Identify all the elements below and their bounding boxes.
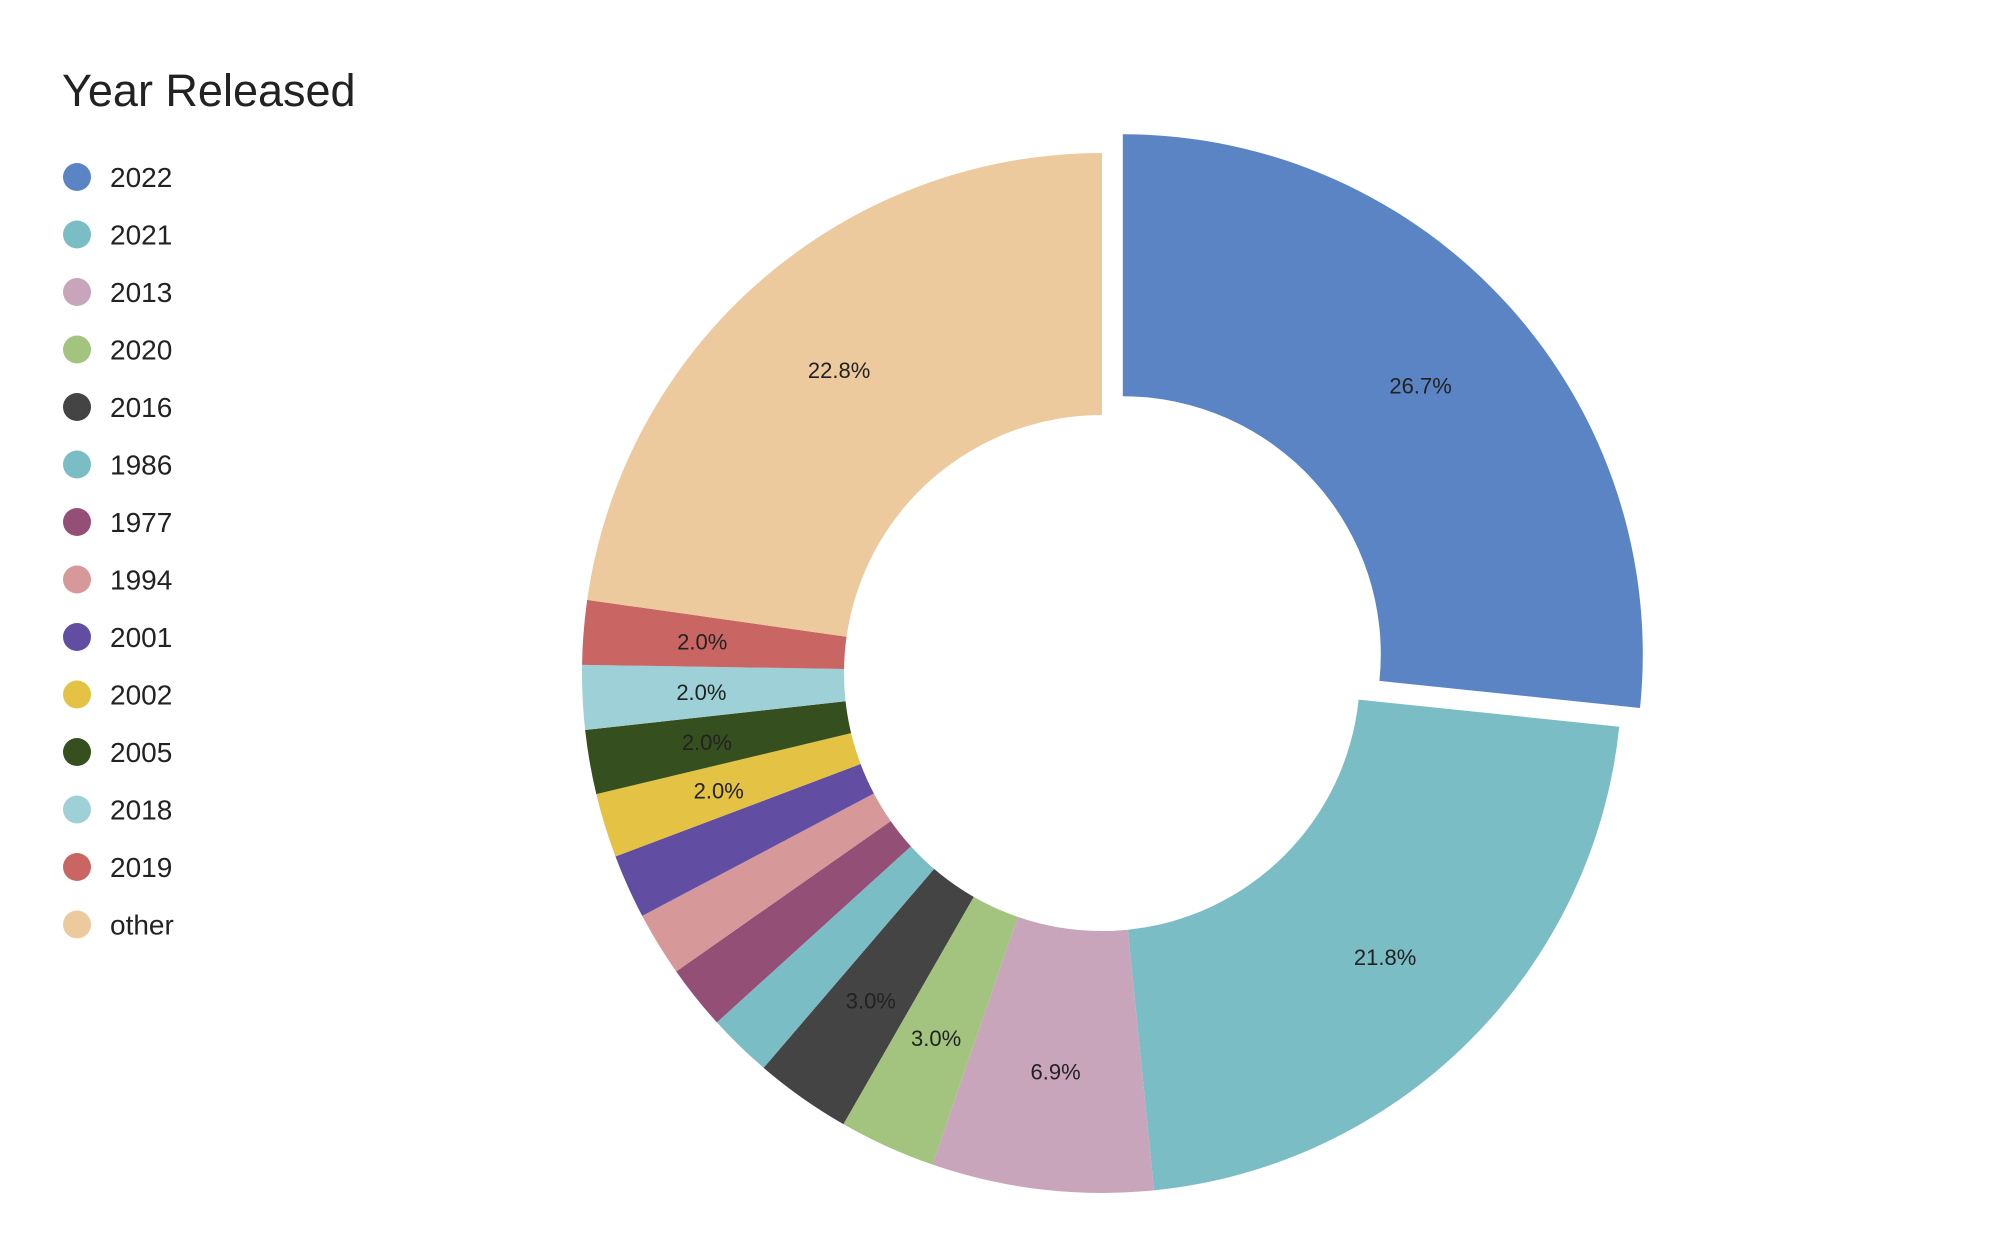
legend-swatch-1986: [63, 450, 91, 479]
slice-label-2019: 2.0%: [677, 630, 727, 655]
legend-swatch-1977: [63, 508, 91, 536]
slice-2018: [581, 664, 846, 730]
slice-label-2016: 3.0%: [846, 989, 896, 1014]
legend-swatch-2002: [63, 680, 91, 709]
slice-2016: [763, 868, 974, 1125]
legend-swatch-other: [63, 910, 91, 939]
legend-label-1994: 1994: [110, 565, 172, 596]
legend-label-2001: 2001: [110, 622, 172, 653]
slice-label-2018: 2.0%: [676, 680, 726, 705]
legend-label-2018: 2018: [110, 795, 172, 826]
slice-label-other: 22.8%: [808, 358, 870, 383]
legend-swatch-1994: [63, 565, 91, 594]
slice-2022: [1122, 134, 1643, 708]
legend-swatch-2001: [63, 623, 91, 651]
legend-title: Year Released: [62, 65, 356, 116]
slice-other: [587, 153, 1102, 637]
slice-2021: [1127, 699, 1620, 1191]
legend-label-1986: 1986: [110, 450, 172, 481]
legend-swatch-2018: [63, 795, 91, 824]
legend-label-2020: 2020: [110, 335, 172, 366]
legend-label-2019: 2019: [110, 852, 172, 883]
slice-2019: [582, 599, 847, 669]
legend-swatch-2020: [63, 335, 91, 364]
slice-label-2005: 2.0%: [682, 730, 732, 755]
slice-label-2022: 26.7%: [1389, 374, 1451, 399]
slice-2013: [932, 916, 1155, 1193]
legend-label-2002: 2002: [110, 680, 172, 711]
legend-swatch-2013: [63, 278, 91, 306]
legend-label-2022: 2022: [110, 162, 172, 193]
slice-labels: 26.7% 21.8% 6.9% 3.0% 3.0% 2.0% 2.0% 2.0% 2.0% 22…: [676, 358, 1451, 1084]
slice-label-2020: 3.0%: [911, 1026, 961, 1051]
slice-1986: [716, 846, 935, 1068]
legend-swatch-2005: [63, 738, 91, 766]
legend-label-1977: 1977: [110, 507, 172, 538]
slice-2020: [843, 896, 1018, 1165]
legend-swatch-2021: [63, 220, 91, 249]
legend-label-other: other: [110, 910, 174, 941]
legend-swatch-2022: [63, 163, 91, 191]
slice-label-2013: 6.9%: [1031, 1059, 1081, 1084]
legend-swatch-2016: [63, 393, 91, 421]
legend-label-2016: 2016: [110, 392, 172, 423]
legend: 2022 2021 2013 2020 2016 1986 1977 1994 2001 2002…: [63, 162, 174, 941]
legend-label-2021: 2021: [110, 220, 172, 251]
legend-label-2013: 2013: [110, 277, 172, 308]
slice-1994: [642, 793, 891, 972]
slice-label-2021: 21.8%: [1354, 945, 1416, 970]
slice-2005: [585, 701, 852, 795]
slice-1977: [676, 821, 911, 1023]
slice-label-2002: 2.0%: [694, 779, 744, 804]
slice-2002: [596, 733, 861, 857]
legend-label-2005: 2005: [110, 737, 172, 768]
slice-2001: [615, 764, 874, 916]
donut-slices: [581, 134, 1643, 1193]
legend-swatch-2019: [63, 853, 91, 881]
